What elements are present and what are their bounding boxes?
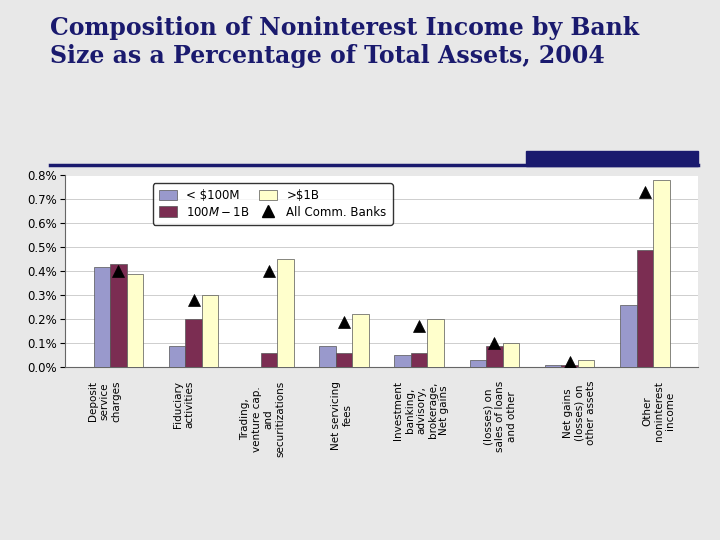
Text: Fiduciary
activities: Fiduciary activities <box>173 381 194 428</box>
Bar <box>469 360 486 367</box>
Text: Deposit
service
charges: Deposit service charges <box>88 381 121 422</box>
Bar <box>653 180 670 367</box>
Bar <box>395 355 411 367</box>
Text: Composition of Noninterest Income by Bank
Size as a Percentage of Total Assets, : Composition of Noninterest Income by Ban… <box>50 16 639 68</box>
Bar <box>636 250 653 367</box>
Bar <box>336 353 352 367</box>
Bar <box>578 360 595 367</box>
Bar <box>352 314 369 367</box>
Text: Net servicing
fees: Net servicing fees <box>331 381 353 450</box>
Bar <box>562 365 578 367</box>
Bar <box>503 343 519 367</box>
Bar <box>94 267 110 367</box>
Bar <box>428 319 444 367</box>
Bar <box>168 346 185 367</box>
Bar <box>261 353 277 367</box>
Bar <box>486 346 503 367</box>
Bar <box>202 295 218 367</box>
Text: (losses) on
sales of loans
and other: (losses) on sales of loans and other <box>484 381 517 452</box>
Text: Other
noninterest
income: Other noninterest income <box>642 381 675 441</box>
Legend: < $100M, $100M-$1B, >$1B, All Comm. Banks: < $100M, $100M-$1B, >$1B, All Comm. Bank… <box>153 183 392 225</box>
Bar <box>319 346 336 367</box>
Text: Net gains
(losses) on
other assets: Net gains (losses) on other assets <box>563 381 596 445</box>
Text: Investment
banking,
advisory,
brokerage,
Net gains: Investment banking, advisory, brokerage,… <box>393 381 449 440</box>
Bar <box>110 264 127 367</box>
Bar <box>127 274 143 367</box>
Bar <box>277 259 294 367</box>
Text: Trading,
venture cap.
and
securitizations: Trading, venture cap. and securitization… <box>240 381 285 457</box>
Bar <box>545 365 562 367</box>
Bar <box>620 305 636 367</box>
Bar <box>411 353 428 367</box>
Bar <box>185 319 202 367</box>
